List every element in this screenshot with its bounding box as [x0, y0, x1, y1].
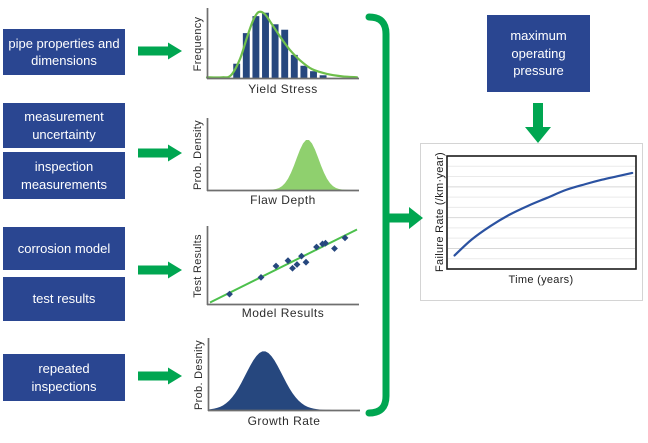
input-box-label: corrosion model: [17, 240, 111, 256]
x-axis-label: Yield Stress: [248, 82, 318, 96]
growth-rate-chart: Prob. Desnity Growth Rate: [193, 338, 360, 428]
output-box-label: maximum operating pressure: [510, 28, 567, 79]
arrow-pipe-properties-icon: [138, 42, 182, 60]
yield-stress-plot-layer: [205, 10, 359, 79]
yield-stress-chart: Frequency Yield Stress: [192, 8, 359, 96]
x-axis-label: Model Results: [242, 306, 325, 320]
input-box-repeated-inspections: repeated inspections: [3, 354, 125, 401]
y-axis-label: Prob. Desnity: [193, 340, 205, 410]
x-axis-label: Time (years): [509, 274, 574, 286]
arrow-measurements-icon: [138, 144, 182, 162]
growth-rate-plot-layer: [208, 351, 359, 410]
input-box-label: test results: [32, 291, 96, 307]
y-axis-label: Test Results: [192, 234, 204, 298]
failure-rate-chart: Failure Rate (/km·year) Time (years): [434, 152, 637, 286]
x-axis-label: Flaw Depth: [250, 193, 316, 207]
input-box-inspection-measurements: inspection measurements: [3, 152, 125, 199]
output-box-max-operating-pressure: maximum operating pressure: [487, 15, 590, 92]
arrow-repeated-inspections-icon: [138, 367, 182, 385]
y-axis-label: Prob. Density: [192, 120, 204, 190]
flaw-depth-plot-layer: [207, 140, 357, 190]
flaw-depth-chart: Prob. Density Flaw Depth: [192, 118, 359, 207]
bracket-output-arrow-icon: [386, 207, 423, 229]
input-box-label: inspection measurements: [21, 159, 107, 192]
model-vs-test-chart: Test Results Model Results: [192, 226, 359, 320]
input-box-label: repeated inspections: [31, 361, 97, 394]
model-vs-test-plot-layer: [209, 228, 358, 304]
input-box-measurement-uncertainty: measurement uncertainty: [3, 103, 125, 148]
plot-border: [446, 155, 637, 270]
x-axis-label: Growth Rate: [248, 414, 321, 428]
pressure-down-arrow-icon: [525, 103, 551, 143]
arrow-corrosion-icon: [138, 261, 182, 279]
y-axis-label: Failure Rate (/km·year): [434, 152, 446, 272]
input-box-label: measurement uncertainty: [24, 109, 104, 142]
input-box-pipe-properties: pipe properties and dimensions: [3, 29, 125, 75]
failure-rate-plot-layer: [448, 165, 635, 260]
y-axis-label: Frequency: [192, 16, 204, 71]
failure-rate-panel: Failure Rate (/km·year) Time (years): [420, 143, 643, 301]
input-box-corrosion-model: corrosion model: [3, 227, 125, 270]
aggregation-bracket-icon: [365, 13, 390, 417]
input-box-label: pipe properties and dimensions: [8, 35, 120, 68]
input-box-test-results: test results: [3, 277, 125, 321]
